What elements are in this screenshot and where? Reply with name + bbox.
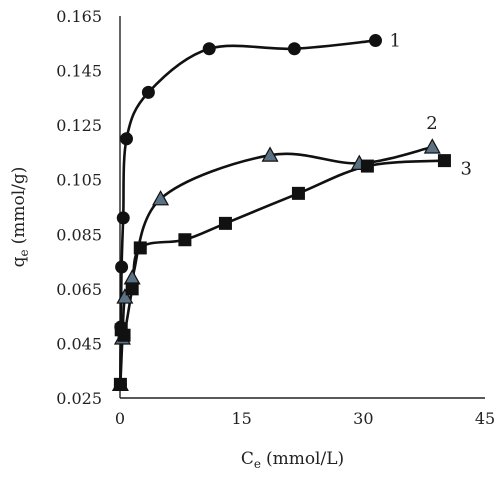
y-tick-label: 0.125 xyxy=(56,116,102,135)
series-3-point xyxy=(437,154,451,168)
x-tick-label: 30 xyxy=(353,409,373,428)
series-2-point xyxy=(261,146,279,162)
series-3-point xyxy=(113,377,127,391)
series-1-point xyxy=(287,42,301,56)
series-1-point xyxy=(369,34,382,48)
y-tick-label: 0.065 xyxy=(56,280,102,299)
x-axis-title-symbol: C xyxy=(241,449,254,469)
y-tick-label: 0.145 xyxy=(56,62,102,81)
series-2-point xyxy=(116,288,134,304)
series-2-point xyxy=(123,269,141,285)
series-3-point xyxy=(218,216,232,230)
y-tick-label: 0.025 xyxy=(56,389,102,408)
series-2-point xyxy=(423,138,441,154)
series-labels: 1 2 3 xyxy=(390,31,472,180)
series-3-point xyxy=(117,328,131,342)
series-2-line xyxy=(119,145,433,385)
y-axis-title-subscript: e xyxy=(17,249,31,256)
y-tick-label: 0.045 xyxy=(56,334,102,353)
series-1-point xyxy=(116,211,130,225)
y-tick-labels: 0.025 0.045 0.065 0.085 0.105 0.125 0.145 0.165 xyxy=(56,7,102,408)
series-1-point xyxy=(119,132,133,146)
y-axis-title-unit: (mmol/g) xyxy=(9,167,29,245)
x-tick-label: 15 xyxy=(231,409,251,428)
series-1-point xyxy=(115,260,129,274)
series-3-point xyxy=(178,233,192,247)
x-tick-label: 0 xyxy=(115,409,125,428)
series-1-label: 1 xyxy=(390,31,401,52)
axes xyxy=(119,16,485,399)
x-tick-labels: 0 15 30 45 xyxy=(115,409,495,428)
series-3-point xyxy=(133,241,147,255)
x-axis-title-subscript: e xyxy=(254,457,261,471)
y-tick-label: 0.085 xyxy=(56,225,102,244)
y-tick-label: 0.165 xyxy=(56,7,102,26)
x-axis-title: Ce (mmol/L) xyxy=(241,449,344,471)
series-3-point xyxy=(291,186,305,200)
series-curves xyxy=(119,39,445,385)
series-1-point xyxy=(141,85,155,99)
series-2-point xyxy=(152,190,170,206)
series-3-point xyxy=(360,159,374,173)
x-axis-title-unit: (mmol/L) xyxy=(266,449,344,469)
series-1-point xyxy=(202,42,216,56)
series-1-line xyxy=(119,39,376,385)
x-tick-label: 45 xyxy=(475,409,495,428)
y-tick-label: 0.105 xyxy=(56,171,102,190)
y-axis-title-symbol: q xyxy=(9,256,29,267)
y-axis-title: qe (mmol/g) xyxy=(9,167,31,268)
series-3-label: 3 xyxy=(460,159,471,180)
series-3-point xyxy=(125,282,139,296)
series-2-label: 2 xyxy=(426,113,437,134)
series-markers xyxy=(111,34,451,391)
series-3-line xyxy=(119,159,445,385)
